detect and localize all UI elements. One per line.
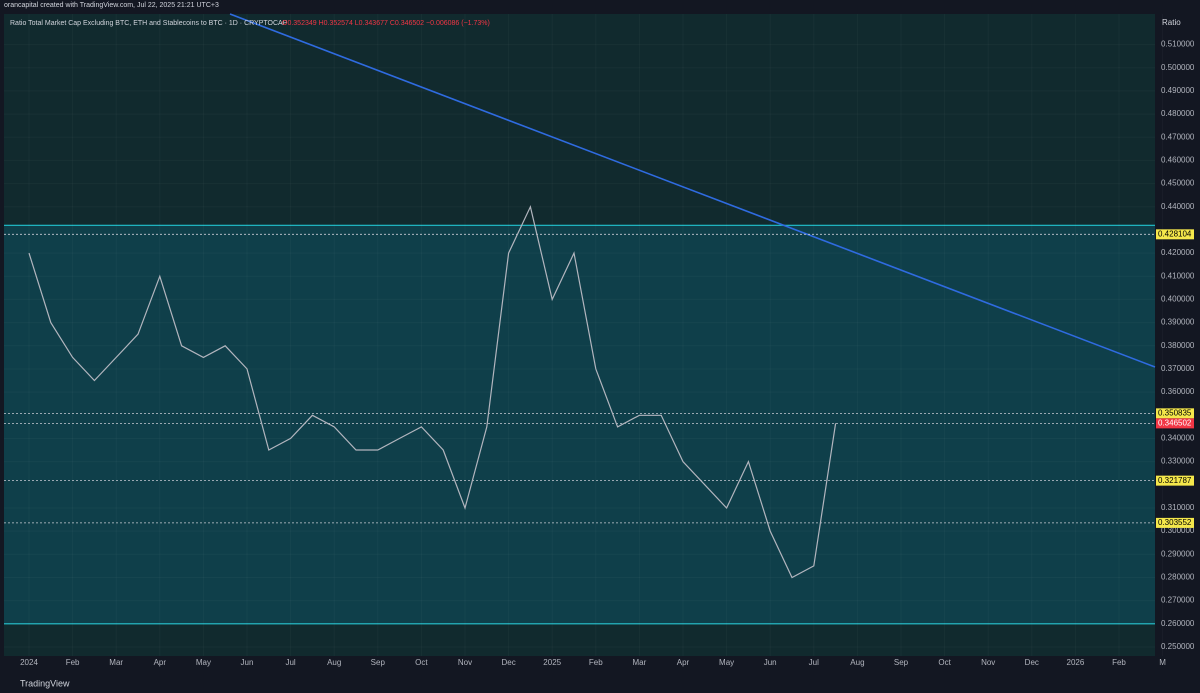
- author: orancapital created with TradingView.com…: [4, 2, 219, 9]
- x-tick-label: M: [1159, 658, 1166, 667]
- x-tick-label: Aug: [850, 658, 864, 667]
- y-tick-label: 0.420000: [1161, 248, 1195, 257]
- y-tick-label: 0.310000: [1161, 503, 1195, 512]
- y-tick-label: 0.400000: [1161, 295, 1195, 304]
- y-tick-label: 0.410000: [1161, 271, 1195, 280]
- level-label: 0.321787: [1158, 476, 1192, 485]
- x-tick-label: Sep: [371, 658, 386, 667]
- y-tick-label: 0.480000: [1161, 109, 1195, 118]
- level-tag: [1156, 517, 1194, 528]
- symbol-title: Ratio Total Market Cap Excluding BTC, ET…: [10, 20, 288, 27]
- y-tick-label: 0.510000: [1161, 40, 1195, 49]
- x-tick-label: Aug: [327, 658, 341, 667]
- level-label: 0.350835: [1158, 408, 1192, 417]
- brand: TradingView: [20, 678, 70, 688]
- y-tick-label: 0.370000: [1161, 364, 1195, 373]
- price-line: [28, 204, 837, 579]
- x-tick-label: Feb: [66, 658, 80, 667]
- x-tick-label: Jun: [241, 658, 254, 667]
- y-tick-label: 0.470000: [1161, 132, 1195, 141]
- y-tick-label: 0.330000: [1161, 457, 1195, 466]
- y-tick-label: 0.280000: [1161, 573, 1195, 582]
- x-tick-label: 2026: [1067, 658, 1085, 667]
- x-tick-label: 2024: [20, 658, 38, 667]
- y-tick-label: 0.290000: [1161, 549, 1195, 558]
- axis-title: Ratio: [1162, 18, 1181, 27]
- x-tick-label: May: [196, 658, 211, 667]
- level-tag: [1156, 229, 1194, 240]
- x-tick-label: Oct: [415, 658, 428, 667]
- y-tick-label: 0.260000: [1161, 619, 1195, 628]
- x-tick-label: Jun: [764, 658, 777, 667]
- y-tick-label: 0.300000: [1161, 526, 1195, 535]
- level-tag: [1156, 475, 1194, 486]
- x-tick-label: Feb: [1112, 658, 1126, 667]
- level-label: 0.346502: [1158, 418, 1192, 427]
- y-tick-label: 0.440000: [1161, 202, 1195, 211]
- trend-line: [229, 13, 1156, 368]
- x-tick-label: Apr: [677, 658, 690, 667]
- level-tag: [1156, 408, 1194, 419]
- x-tick-label: Nov: [458, 658, 472, 667]
- x-tick-label: Dec: [501, 658, 515, 667]
- level-label: 0.303552: [1158, 518, 1192, 527]
- x-tick-label: Jul: [809, 658, 819, 667]
- y-tick-label: 0.390000: [1161, 318, 1195, 327]
- x-tick-label: Feb: [589, 658, 603, 667]
- y-tick-label: 0.250000: [1161, 642, 1195, 651]
- range-zone: [4, 225, 1155, 624]
- y-tick-label: 0.340000: [1161, 434, 1195, 443]
- x-tick-label: Oct: [938, 658, 951, 667]
- x-tick-label: May: [719, 658, 734, 667]
- y-tick-label: 0.460000: [1161, 156, 1195, 165]
- y-tick-label: 0.500000: [1161, 63, 1195, 72]
- x-tick-label: Jul: [285, 658, 295, 667]
- y-tick-label: 0.380000: [1161, 341, 1195, 350]
- x-tick-label: Mar: [633, 658, 647, 667]
- x-tick-label: Apr: [154, 658, 167, 667]
- ohlc: O0.352349 H0.352574 L0.343677 C0.346502 …: [282, 20, 490, 27]
- y-tick-label: 0.450000: [1161, 179, 1195, 188]
- x-tick-label: Sep: [894, 658, 909, 667]
- level-tag: [1156, 418, 1194, 429]
- x-tick-label: Nov: [981, 658, 995, 667]
- x-tick-label: Mar: [109, 658, 123, 667]
- x-tick-label: Dec: [1025, 658, 1039, 667]
- level-label: 0.428104: [1158, 229, 1192, 238]
- x-tick-label: 2025: [543, 658, 561, 667]
- y-tick-label: 0.270000: [1161, 596, 1195, 605]
- y-tick-label: 0.360000: [1161, 387, 1195, 396]
- y-tick-label: 0.490000: [1161, 86, 1195, 95]
